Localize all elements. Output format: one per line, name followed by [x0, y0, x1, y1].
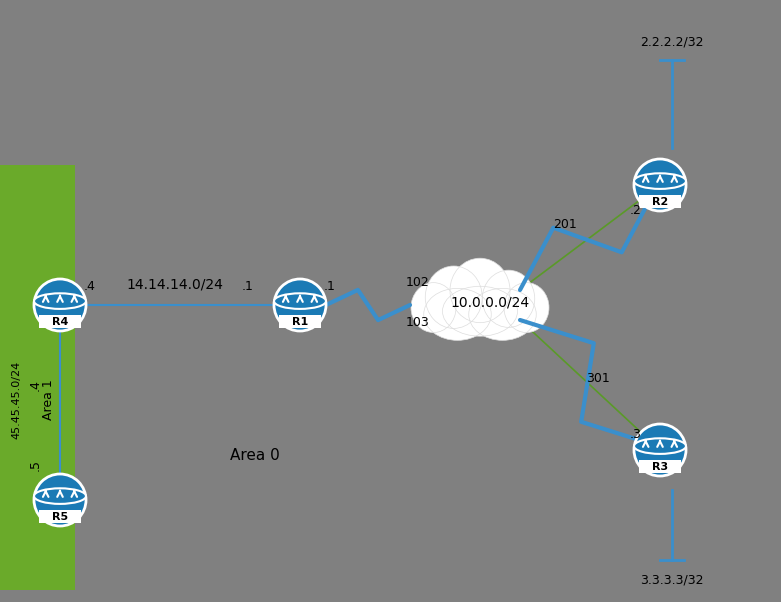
Text: .1: .1 [324, 281, 336, 294]
Ellipse shape [425, 266, 482, 329]
Circle shape [634, 159, 686, 211]
Ellipse shape [482, 270, 535, 327]
Text: .5: .5 [28, 459, 41, 471]
Text: 3.3.3.3/32: 3.3.3.3/32 [640, 574, 704, 586]
Text: R3: R3 [652, 462, 668, 472]
Ellipse shape [34, 293, 86, 309]
Ellipse shape [424, 288, 491, 340]
Ellipse shape [34, 488, 86, 504]
Text: R5: R5 [52, 512, 68, 522]
Bar [0, 165, 75, 590]
Circle shape [274, 279, 326, 331]
Ellipse shape [504, 283, 549, 332]
Text: .4: .4 [28, 379, 41, 391]
Text: 2.2.2.2/32: 2.2.2.2/32 [640, 36, 704, 49]
Ellipse shape [274, 293, 326, 309]
Text: 301: 301 [586, 371, 610, 385]
Text: Area 1: Area 1 [41, 380, 55, 420]
Bar [639, 195, 681, 208]
Circle shape [634, 424, 686, 476]
Text: .2: .2 [630, 203, 642, 217]
Ellipse shape [634, 438, 686, 454]
Text: R2: R2 [652, 197, 668, 207]
Ellipse shape [443, 287, 518, 336]
Text: .3: .3 [630, 429, 642, 441]
Circle shape [34, 279, 86, 331]
Text: R4: R4 [52, 317, 68, 327]
Ellipse shape [469, 288, 537, 340]
Text: 201: 201 [553, 219, 577, 232]
Bar [279, 315, 321, 329]
Bar [39, 510, 80, 523]
Text: 103: 103 [406, 317, 430, 329]
Ellipse shape [411, 283, 456, 332]
Text: 10.0.0.0/24: 10.0.0.0/24 [451, 295, 530, 309]
Text: .1: .1 [242, 281, 254, 294]
Circle shape [34, 474, 86, 526]
Text: Area 0: Area 0 [230, 447, 280, 462]
Text: .4: .4 [84, 281, 96, 294]
Ellipse shape [450, 258, 510, 323]
Text: 45.45.45.0/24: 45.45.45.0/24 [11, 361, 21, 439]
Bar [39, 315, 80, 329]
Text: R1: R1 [292, 317, 308, 327]
Bar [639, 460, 681, 473]
Ellipse shape [634, 173, 686, 189]
Text: 102: 102 [406, 276, 430, 290]
Text: 14.14.14.0/24: 14.14.14.0/24 [127, 278, 223, 292]
